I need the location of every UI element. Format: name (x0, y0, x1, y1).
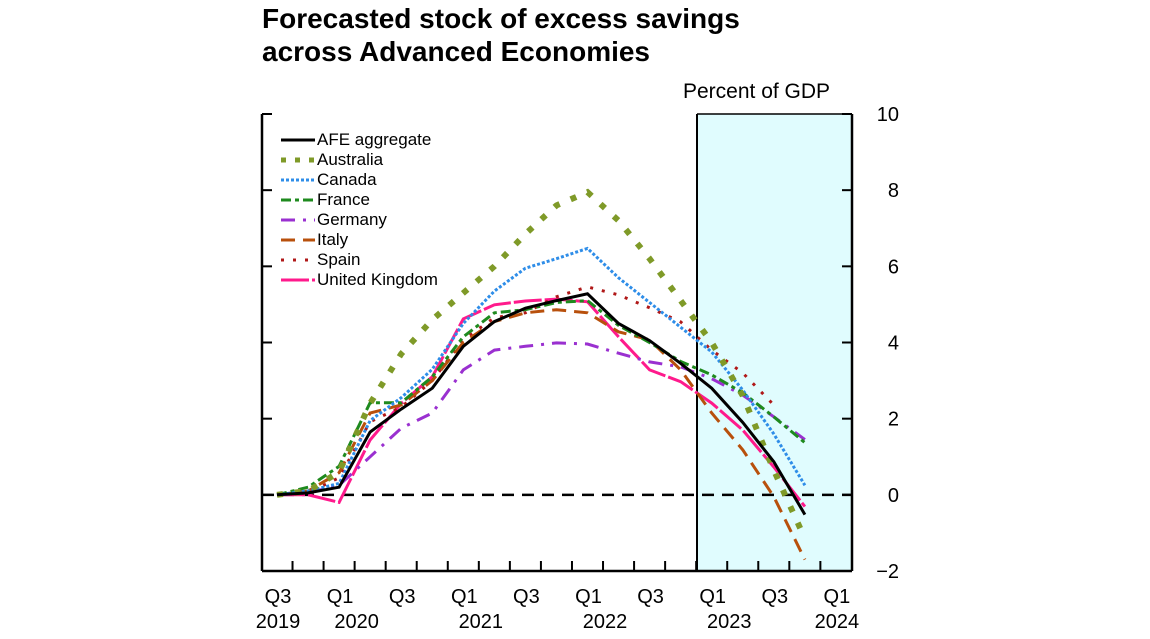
y-tick-label: 10 (877, 104, 899, 126)
chart-title-line-2: across Advanced Economies (262, 36, 651, 67)
x-tick-label: Q3 (513, 586, 540, 608)
x-tick-label: Q1 (699, 586, 726, 608)
x-year-label: 2019 (256, 611, 301, 633)
legend-swatch (281, 278, 315, 282)
series-line-canada (276, 246, 807, 497)
x-tick-label: Q3 (265, 586, 292, 608)
y-tick-label: 2 (888, 409, 899, 431)
legend-swatch (281, 198, 315, 202)
legend-item: Germany (279, 210, 438, 230)
legend-swatch (281, 178, 315, 182)
x-tick-label: Q3 (637, 586, 664, 608)
legend-item: Australia (279, 150, 438, 170)
legend-item: AFE aggregate (279, 130, 438, 150)
y-tick-label: 8 (888, 180, 899, 202)
x-year-label: 2024 (815, 611, 860, 633)
x-tick-label: Q3 (389, 586, 416, 608)
x-year-label: 2021 (459, 611, 504, 633)
legend-item: United Kingdom (279, 270, 438, 290)
y-tick-label: 6 (888, 256, 899, 278)
series-line-afe-aggregate (276, 292, 807, 516)
legend-swatch (281, 258, 315, 262)
legend-swatch (281, 157, 315, 163)
chart-title-line-1: Forecasted stock of excess savings (262, 3, 740, 34)
legend-swatch (281, 138, 315, 142)
legend-label: Spain (317, 250, 361, 269)
series-line-australia (276, 188, 808, 540)
chart-title: Forecasted stock of excess savings acros… (262, 2, 740, 68)
legend-label: United Kingdom (317, 270, 438, 289)
forecast-shading (697, 114, 852, 571)
x-tick-label: Q1 (327, 586, 354, 608)
legend-label: Italy (317, 230, 349, 249)
legend-item: Italy (279, 230, 438, 250)
x-year-label: 2022 (583, 611, 628, 633)
legend-swatch (281, 218, 315, 222)
x-tick-label: Q3 (761, 586, 788, 608)
y-tick-label: 0 (888, 485, 899, 507)
x-year-label: 2020 (334, 611, 379, 633)
legend-item: Spain (279, 250, 438, 270)
legend-label: France (317, 190, 370, 209)
series-line-united-kingdom (277, 297, 807, 508)
x-tick-label: Q1 (824, 586, 851, 608)
legend-item: France (279, 190, 438, 210)
x-year-label: 2023 (707, 611, 752, 633)
legend-label: Germany (317, 210, 387, 229)
series-line-italy (276, 308, 807, 561)
legend-label: AFE aggregate (317, 130, 432, 149)
legend-swatch (281, 238, 315, 242)
legend-label: Canada (317, 170, 377, 189)
legend-label: Australia (317, 150, 384, 169)
series-line-germany (276, 341, 806, 497)
y-axis-unit-label: Percent of GDP (683, 80, 831, 103)
x-tick-label: Q1 (575, 586, 602, 608)
x-tick-label: Q1 (451, 586, 478, 608)
legend: AFE aggregate Australia Canada France German… (279, 130, 438, 290)
legend-item: Canada (279, 170, 438, 190)
y-tick-label: 4 (888, 333, 899, 355)
y-tick-label: −2 (876, 561, 899, 583)
